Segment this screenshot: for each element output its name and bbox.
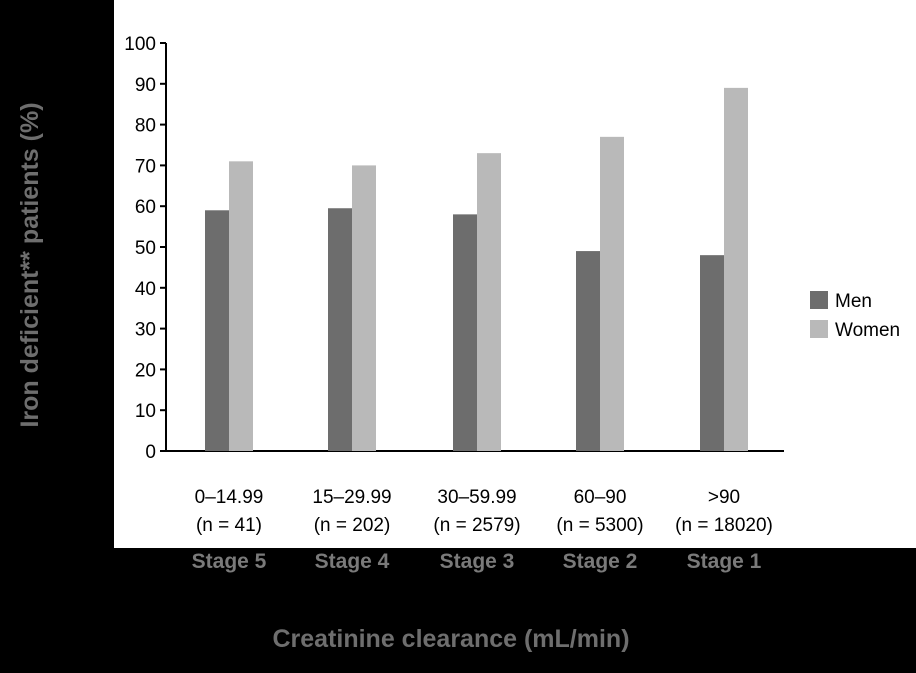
category-range-label: >90 bbox=[708, 487, 740, 508]
bar-women-3 bbox=[600, 136, 624, 451]
y-tick-label: 100 bbox=[124, 34, 156, 55]
stage-label: Stage 4 bbox=[315, 550, 390, 573]
stage-label: Stage 5 bbox=[192, 550, 267, 573]
legend-swatch-women bbox=[810, 320, 828, 338]
bar-women-0 bbox=[229, 161, 253, 451]
category-range-label: 0–14.99 bbox=[195, 487, 264, 508]
category-n-label: (n = 18020) bbox=[675, 515, 773, 536]
stage-label: Stage 2 bbox=[563, 550, 638, 573]
bar-women-1 bbox=[352, 165, 376, 451]
bar-men-0 bbox=[205, 210, 229, 451]
bars bbox=[205, 87, 748, 451]
y-tick-label: 30 bbox=[135, 320, 156, 341]
legend-label-women: Women bbox=[835, 320, 900, 341]
y-tick-label: 50 bbox=[135, 238, 156, 259]
category-n-label: (n = 41) bbox=[196, 515, 262, 536]
y-tick-label: 90 bbox=[135, 75, 156, 96]
y-axis-title: Iron deficient** patients (%) bbox=[16, 102, 44, 427]
category-labels: 0–14.99 (n = 41) Stage 5 15–29.99 (n = 202) S… bbox=[192, 487, 773, 573]
category-n-label: (n = 2579) bbox=[433, 515, 520, 536]
stage-label: Stage 1 bbox=[687, 550, 762, 573]
bar-women-4 bbox=[724, 87, 748, 451]
category-range-label: 30–59.99 bbox=[437, 487, 516, 508]
y-tick-label: 20 bbox=[135, 360, 156, 381]
bar-women-2 bbox=[477, 153, 501, 451]
y-tick-label: 10 bbox=[135, 401, 156, 422]
y-tick-label: 0 bbox=[145, 442, 156, 463]
category-range-label: 15–29.99 bbox=[312, 487, 391, 508]
bar-men-1 bbox=[328, 208, 352, 451]
bar-men-4 bbox=[700, 255, 724, 451]
y-tick-label: 80 bbox=[135, 116, 156, 137]
x-axis-title: Creatinine clearance (mL/min) bbox=[272, 625, 629, 653]
y-tick-label: 70 bbox=[135, 156, 156, 177]
y-tick-label: 60 bbox=[135, 197, 156, 218]
legend-label-men: Men bbox=[835, 291, 872, 312]
bar-men-2 bbox=[453, 214, 477, 451]
legend-swatch-men bbox=[810, 291, 828, 309]
y-tick-label: 40 bbox=[135, 279, 156, 300]
category-range-label: 60–90 bbox=[574, 487, 627, 508]
bar-men-3 bbox=[576, 251, 600, 451]
category-n-label: (n = 202) bbox=[314, 515, 391, 536]
category-n-label: (n = 5300) bbox=[556, 515, 643, 536]
legend: Men Women bbox=[810, 291, 900, 341]
stage-label: Stage 3 bbox=[440, 550, 515, 573]
